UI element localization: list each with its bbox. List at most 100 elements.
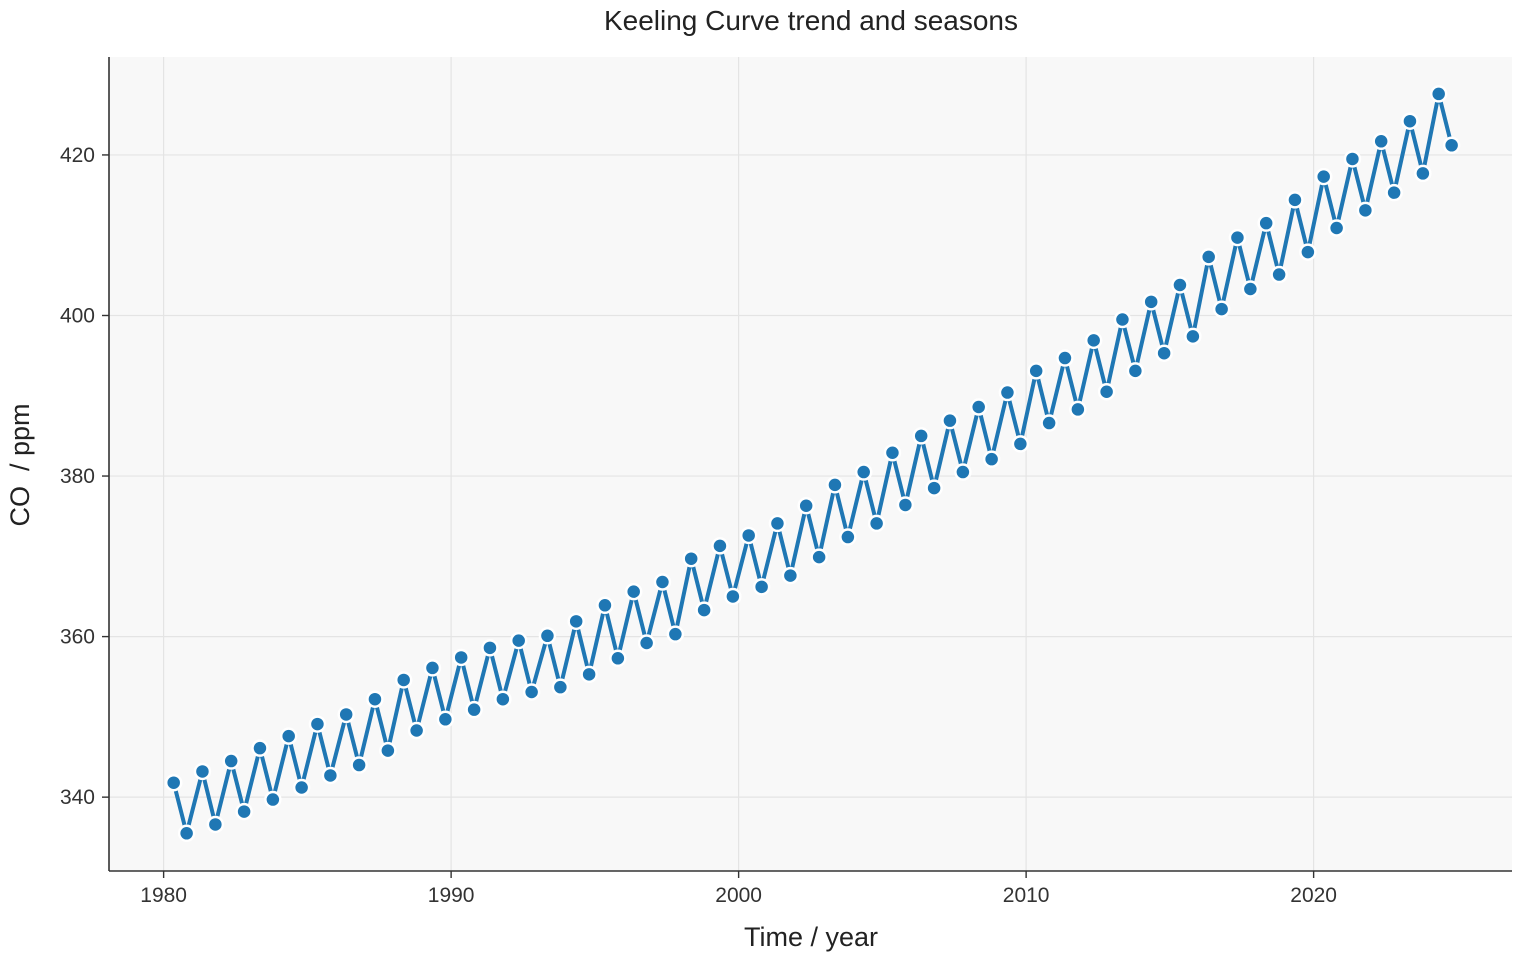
data-point [1011,435,1030,453]
data-point [1270,265,1288,284]
data-point [1401,112,1419,130]
data-point [982,450,1001,468]
data-point [509,631,528,650]
data-point [637,634,656,652]
x-tick-label: 2010 [1003,884,1050,907]
data-point [567,612,585,631]
data-point [1027,362,1045,380]
x-tick-label: 1980 [140,884,187,907]
data-point [279,727,298,745]
data-point [366,690,384,708]
data-point [538,627,557,645]
data-point [781,566,800,585]
data-point [522,683,541,701]
y-tick-label: 380 [60,465,95,488]
data-point [1299,243,1317,261]
data-point [436,710,455,729]
data-point [251,739,269,757]
data-point [1097,383,1116,401]
data-point [1257,214,1275,232]
data-point [1442,136,1461,155]
data-point [350,756,368,774]
data-point [580,665,598,684]
data-point [969,398,988,416]
data-point [1356,201,1375,220]
x-axis-label: Time / year [744,922,878,952]
data-point [177,824,196,843]
data-point [883,444,902,462]
data-point [682,549,700,568]
grid-lines [109,57,1512,871]
data-point [1069,400,1087,419]
data-point [494,690,512,708]
data-point [222,752,240,770]
y-tick-label: 420 [60,144,95,167]
data-point [810,548,828,566]
x-tick-label: 1990 [428,884,475,907]
data-point [925,479,943,497]
data-point [609,649,627,668]
data-point [1327,219,1346,237]
data-point [465,700,483,719]
data-point [1040,414,1058,432]
data-point [624,582,643,601]
data-point [292,778,311,797]
axes: 1980 1990 2000 2010 2020 340 360 380 400 420 [60,57,1512,907]
data-point [308,715,327,733]
data-point [1084,331,1103,350]
data-point [193,762,212,781]
data-point [1286,191,1304,209]
plot-area [109,57,1512,871]
data-point [264,790,282,809]
y-tick-label: 400 [60,304,95,327]
data-point [1171,276,1189,294]
data-point [711,537,729,555]
data-point [896,496,915,514]
data-point [206,815,225,834]
data-point [998,383,1017,402]
x-tick-label: 2020 [1290,884,1337,907]
data-point [596,596,614,615]
data-point [1228,228,1247,247]
data-point [235,802,253,821]
data-point [724,587,742,606]
x-tick-label: 2000 [715,884,762,907]
data-point [666,625,685,643]
data-point [912,427,930,445]
data-point [379,741,397,760]
data-point [1056,349,1074,367]
data-point [826,476,844,494]
data-point [337,705,355,724]
data-point [423,659,442,677]
data-point [797,496,815,515]
chart-title: Keeling Curve trend and seasons [604,5,1018,36]
y-axis-label: CO / ppm [5,403,35,526]
data-point [1385,183,1403,202]
data-point [394,671,413,689]
data-point [1126,362,1145,380]
data-point [695,601,713,619]
data-point [768,514,787,533]
data-point [839,528,857,546]
data-point [1314,167,1333,186]
data-point [1155,344,1173,362]
data-point [1113,310,1132,329]
data-point [321,766,340,785]
y-tick-label: 360 [60,626,95,649]
data-point [1142,293,1160,311]
data-point [551,678,570,696]
series-line [171,91,1454,836]
data-point [407,721,426,740]
data-point [1241,280,1260,298]
y-tick-label: 340 [60,786,95,809]
data-series [164,85,1461,843]
data-point [481,639,499,657]
data-point [653,573,672,591]
data-point [867,514,886,533]
data-point [164,773,183,792]
data-point [739,526,758,545]
data-point [1199,248,1218,266]
data-point [1184,327,1202,346]
